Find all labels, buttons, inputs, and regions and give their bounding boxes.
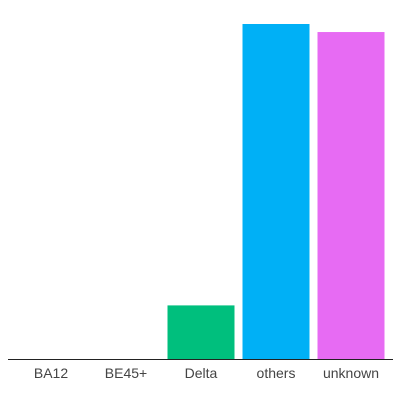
- bar-others: [242, 24, 310, 359]
- x-tick-labels: BA12 BE45+ Delta others unknown: [34, 365, 379, 381]
- x-tick-label: BE45+: [105, 365, 147, 381]
- x-tick-label: BA12: [34, 365, 68, 381]
- bars-group: [167, 24, 385, 359]
- x-tick-label: others: [257, 365, 296, 381]
- bar-delta: [167, 305, 235, 359]
- x-tick-label: Delta: [185, 365, 218, 381]
- x-tick-label: unknown: [323, 365, 379, 381]
- bar-unknown: [317, 32, 385, 359]
